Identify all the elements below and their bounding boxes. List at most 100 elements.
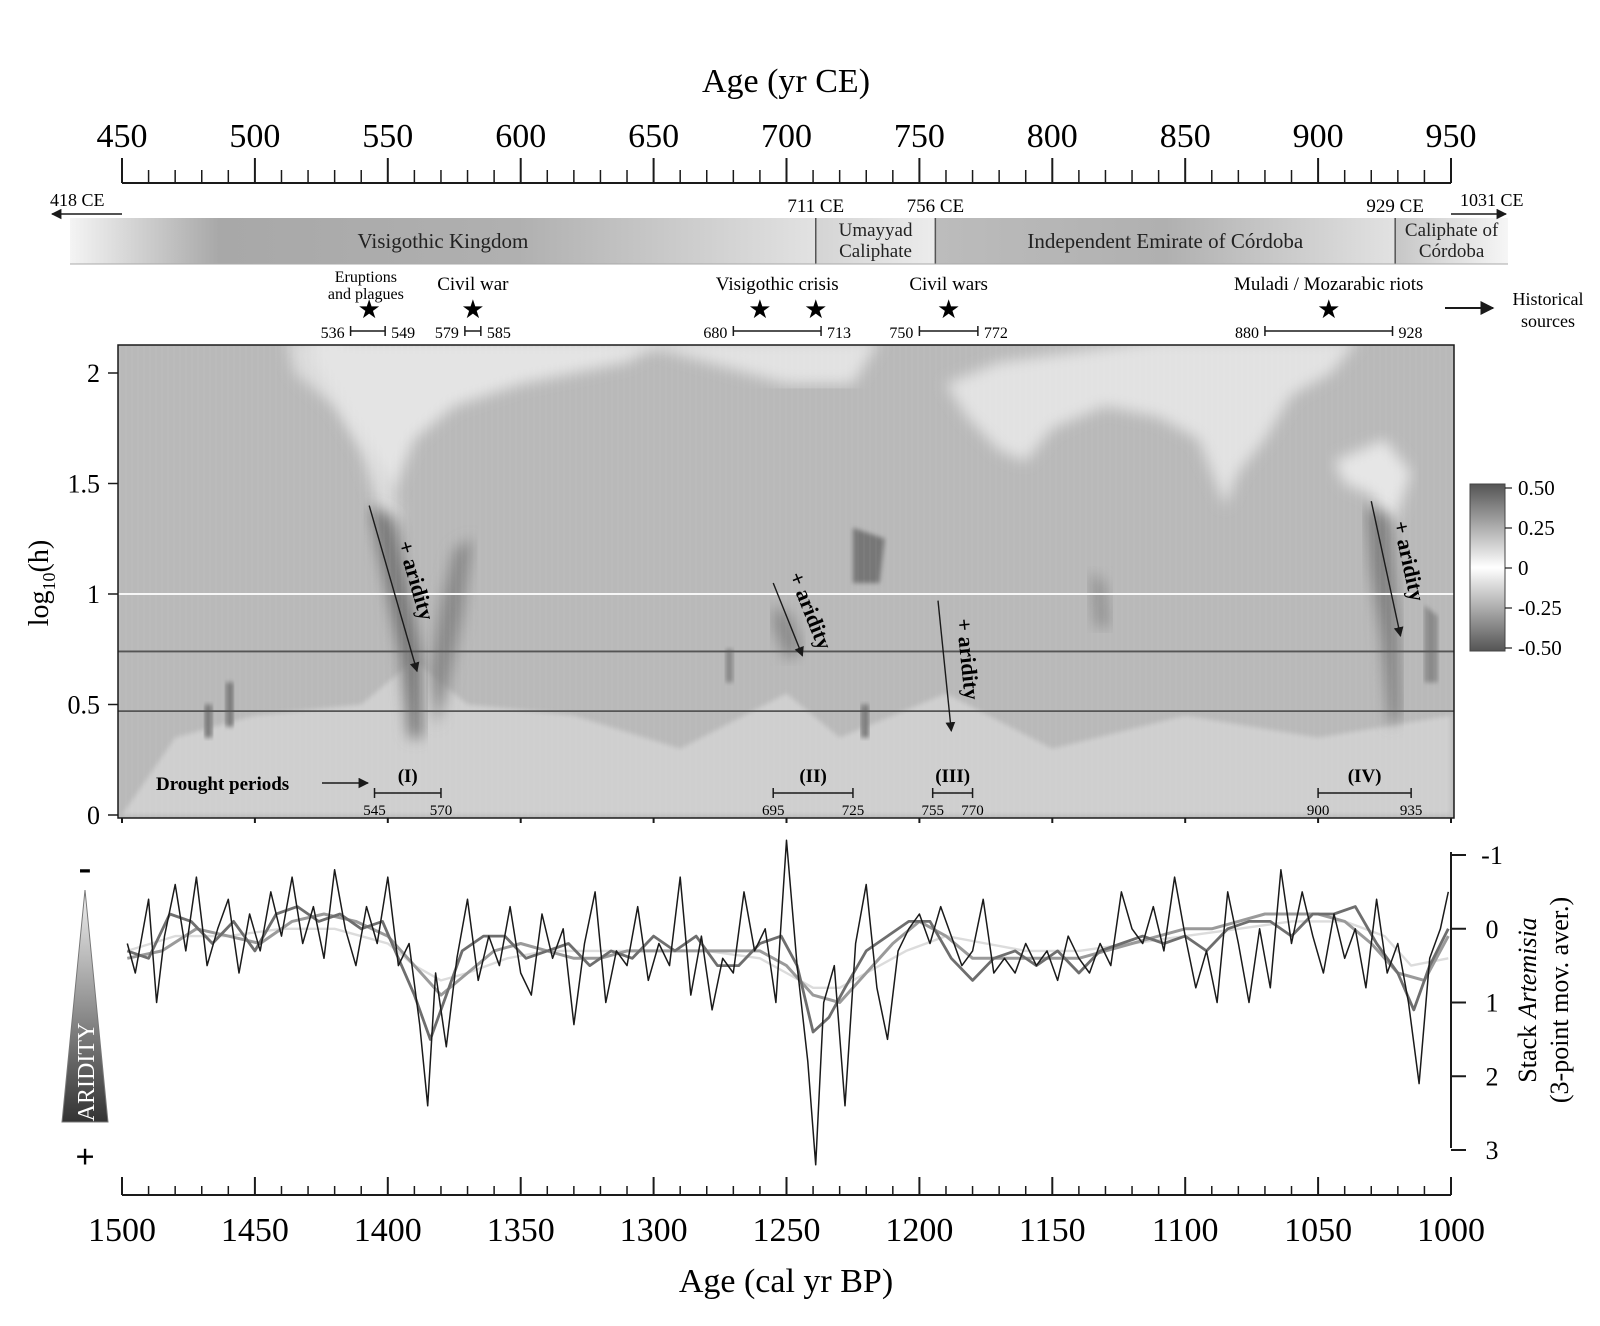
bottom-tick-label: 1100: [1152, 1212, 1219, 1249]
svg-text:Independent Emirate of Córdoba: Independent Emirate of Córdoba: [1027, 229, 1303, 253]
aridity-arrow-line: [368, 505, 420, 673]
line-y-label: Stack Artemisia: [1513, 917, 1542, 1082]
line-y-tick-label: 0: [1486, 915, 1499, 944]
top-tick-label: 650: [628, 118, 679, 155]
line-y-ticks: -1 0 1 2 3: [1451, 841, 1503, 1165]
period-edge-right: 1031 CE: [1460, 190, 1524, 210]
wavelet-heatmap: 00.511.52 log10(h) + aridity + aridity+ a…: [24, 344, 1562, 830]
svg-text:Civil war: Civil war: [437, 274, 509, 295]
heat-y-tick-label: 0.5: [68, 691, 101, 720]
bottom-axis-label: Age (cal yr BP): [679, 1263, 893, 1300]
dark-feature: [1365, 505, 1401, 727]
dark-feature: [430, 538, 473, 727]
reference-lines: [118, 593, 1454, 713]
bottom-tick-label: 1400: [354, 1212, 422, 1249]
colorbar-gradient: [1469, 483, 1506, 652]
colorbar-tick-label: -0.50: [1518, 636, 1562, 660]
drought-start-label: 755: [921, 803, 944, 819]
artemisia-series-0: [126, 839, 1450, 1166]
event-name: Muladi / Mozarabic riots: [1234, 274, 1423, 295]
drought-start-label: 695: [762, 803, 785, 819]
dark-feature: [852, 527, 885, 583]
colorbar-ticks: 0.50 0.25 0 -0.25 -0.50: [1505, 476, 1562, 660]
colorbar: 0.50 0.25 0 -0.25 -0.50: [1469, 476, 1562, 660]
top-axis-label: Age (yr CE): [702, 63, 870, 100]
dark-feature: [1089, 571, 1111, 628]
artemisia-series-3: [126, 920, 1449, 989]
bottom-tick-label: 1300: [620, 1212, 688, 1249]
top-axis-ticks: 450 500 550 600 650 700 750 800 850 900 950: [97, 118, 1477, 183]
event-start-label: 880: [1235, 325, 1259, 342]
svg-text:Visigothic crisis: Visigothic crisis: [716, 274, 839, 295]
event-start-label: 536: [321, 325, 345, 342]
colorbar-tick-label: 0: [1518, 556, 1529, 580]
period-rect: [1395, 218, 1508, 264]
historical-event: 750 772 ★Civil wars: [889, 274, 1007, 342]
line-y-tick-label: -1: [1481, 841, 1503, 870]
top-tick-label: 550: [362, 118, 413, 155]
svg-text:Umayyad: Umayyad: [839, 220, 913, 241]
event-star-icon: ★: [804, 295, 827, 325]
heat-y-tick-label: 1.5: [68, 470, 101, 499]
period-edge-left: 418 CE: [50, 190, 105, 210]
event-star-icon: ★: [937, 295, 960, 325]
top-tick-label: 950: [1426, 118, 1477, 155]
heat-y-tick-label: 2: [87, 359, 100, 388]
line-y-tick-label: 2: [1486, 1062, 1499, 1091]
drought-end-label: 570: [430, 803, 453, 819]
event-start-label: 750: [889, 325, 913, 342]
drought-id: (III): [935, 766, 970, 787]
svg-text:Muladi / Mozarabic riots: Muladi / Mozarabic riots: [1234, 274, 1423, 295]
svg-text:Visigothic Kingdom: Visigothic Kingdom: [357, 229, 528, 253]
line-y-tick-label: 1: [1486, 989, 1499, 1018]
heatmap-x-ticks: [121, 818, 1452, 823]
light-lower: [122, 660, 1451, 815]
period-rect: [935, 218, 1396, 264]
bottom-axis: 1500 1450 1400 1350 1300 1250 1200 1150 1100 1050…: [88, 1177, 1485, 1300]
drought-end-label: 935: [1400, 803, 1423, 819]
aridity-arrow-line: [937, 600, 956, 732]
historical-event: 880 928 ★Muladi / Mozarabic riots: [1234, 274, 1423, 342]
event-star-icon: ★: [358, 295, 381, 325]
line-y-tick-label: 3: [1486, 1136, 1499, 1165]
light-cone: [1334, 439, 1412, 528]
dark-feature: [1424, 605, 1438, 683]
svg-text:Caliphate of: Caliphate of: [1405, 220, 1499, 241]
drought-end-label: 725: [842, 803, 865, 819]
dark-feature: [225, 682, 234, 727]
svg-text:Caliphate: Caliphate: [839, 241, 912, 262]
line-series: [126, 839, 1450, 1166]
event-end-label: 713: [827, 325, 851, 342]
historical-event: 579 585★Civil war: [435, 274, 511, 342]
dark-feature: [369, 505, 423, 738]
event-star-icon: ★: [748, 295, 771, 325]
heatmap-columns: [119, 345, 1453, 818]
top-tick-label: 600: [495, 118, 546, 155]
drought-start-label: 900: [1307, 803, 1330, 819]
event-name: Civil wars: [909, 274, 988, 295]
heatmap-y-ticks: 0 0.5 1 1.5 2: [68, 359, 118, 830]
svg-text:Córdoba: Córdoba: [1419, 241, 1485, 262]
drought-periods: Drought periods (I) 545 570 (II) 695 725 (III) 7…: [156, 766, 1422, 819]
drought-periods-label: Drought periods: [156, 774, 289, 795]
aridity-indicator: - ARIDITY +: [61, 847, 109, 1176]
period-end-label: 929 CE: [1366, 196, 1424, 217]
colorbar-tick-label: 0.25: [1518, 516, 1555, 540]
top-tick-label: 500: [229, 118, 280, 155]
top-tick-label: 450: [97, 118, 148, 155]
artemisia-series-1: [126, 905, 1450, 1041]
artemisia-line-chart: -1 0 1 2 3 Stack Artemisia (3-point mov. ave…: [61, 839, 1574, 1176]
top-tick-label: 750: [894, 118, 945, 155]
top-tick-label: 900: [1293, 118, 1344, 155]
drought-end-label: 770: [961, 803, 984, 819]
bottom-tick-label: 1000: [1417, 1212, 1485, 1249]
historical-sources-label: Historical sources: [1513, 289, 1584, 331]
event-star-icon: ★: [1317, 295, 1340, 325]
top-tick-label: 700: [761, 118, 812, 155]
drought-period: (III) 755 770: [921, 766, 983, 819]
light-cone: [310, 345, 658, 495]
line-y-label-line2: (3-point mov. aver.): [1545, 897, 1574, 1103]
event-end-label: 549: [391, 325, 415, 342]
